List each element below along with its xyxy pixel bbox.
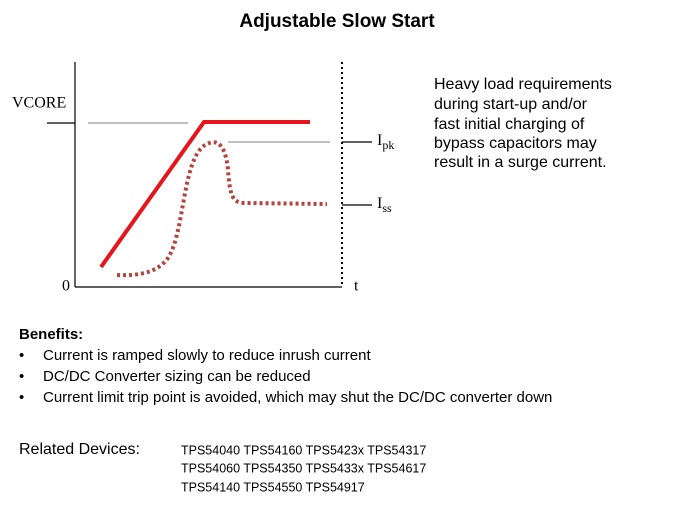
benefit-item: Current is ramped slowly to reduce inrus… — [43, 347, 371, 364]
related-devices: Related Devices: TPS54040 TPS54160 TPS54… — [19, 441, 426, 494]
vcore-label: VCORE — [12, 95, 66, 112]
description-line: during start-up and/or — [434, 96, 588, 113]
voltage-ramp — [99, 120, 310, 269]
bullet: • — [19, 389, 24, 406]
bullet: • — [19, 347, 24, 364]
device-line: TPS54060 TPS54350 TPS5433x TPS54617 — [181, 461, 426, 475]
benefits-heading: Benefits: — [19, 326, 83, 343]
related-label: Related Devices: — [19, 441, 140, 458]
iss-label: Iss — [377, 195, 392, 215]
description: Heavy load requirements during start-up … — [434, 76, 612, 171]
description-line: fast initial charging of — [434, 116, 585, 133]
benefit-item: Current limit trip point is avoided, whi… — [43, 389, 552, 406]
origin-label: 0 — [62, 278, 70, 295]
ipk-label: Ipk — [377, 132, 394, 152]
title: Adjustable Slow Start — [239, 11, 435, 32]
device-line: TPS54140 TPS54550 TPS54917 — [181, 480, 365, 494]
current-curve — [116, 140, 328, 278]
description-line: Heavy load requirements — [434, 76, 612, 93]
description-line: bypass capacitors may — [434, 135, 597, 152]
t-label: t — [354, 278, 359, 295]
description-line: result in a surge current. — [434, 154, 607, 171]
device-line: TPS54040 TPS54160 TPS5423x TPS54317 — [181, 443, 426, 457]
bullet: • — [19, 368, 24, 385]
benefits: Benefits: • Current is ramped slowly to … — [19, 326, 552, 406]
benefit-item: DC/DC Converter sizing can be reduced — [43, 368, 311, 385]
diagram: VCORE 0 t Ipk Iss — [12, 62, 394, 295]
